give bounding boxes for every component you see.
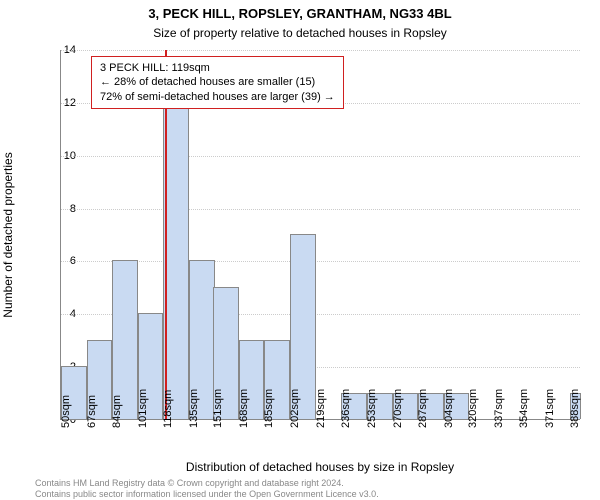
x-tick: 236sqm	[340, 389, 352, 428]
x-tick: 253sqm	[366, 389, 378, 428]
info-line-1: 3 PECK HILL: 119sqm	[100, 61, 335, 75]
x-tick: 320sqm	[467, 389, 479, 428]
x-tick: 371sqm	[544, 389, 556, 428]
x-tick: 354sqm	[518, 389, 530, 428]
chart-title-main: 3, PECK HILL, ROPSLEY, GRANTHAM, NG33 4B…	[0, 6, 600, 21]
footer-line-1: Contains HM Land Registry data © Crown c…	[35, 478, 379, 489]
x-tick: 337sqm	[493, 389, 505, 428]
x-tick: 270sqm	[392, 389, 404, 428]
x-tick: 388sqm	[569, 389, 581, 428]
x-tick: 50sqm	[60, 395, 72, 428]
x-tick: 67sqm	[86, 395, 98, 428]
x-axis-label: Distribution of detached houses by size …	[60, 460, 580, 474]
x-tick: 118sqm	[162, 390, 174, 428]
x-tick: 84sqm	[111, 395, 123, 428]
x-tick: 101sqm	[137, 389, 149, 428]
info-line-2: ← 28% of detached houses are smaller (15…	[100, 75, 335, 89]
x-tick: 168sqm	[238, 389, 250, 428]
x-tick: 185sqm	[263, 389, 275, 428]
plot-area: 3 PECK HILL: 119sqm ← 28% of detached ho…	[60, 50, 580, 420]
x-tick: 287sqm	[417, 389, 429, 428]
footer-line-2: Contains public sector information licen…	[35, 489, 379, 500]
x-tick: 202sqm	[289, 389, 301, 428]
x-tick: 135sqm	[188, 389, 200, 428]
x-tick: 219sqm	[315, 389, 327, 428]
x-tick: 304sqm	[443, 389, 455, 428]
footer: Contains HM Land Registry data © Crown c…	[35, 478, 379, 500]
info-box: 3 PECK HILL: 119sqm ← 28% of detached ho…	[91, 56, 344, 109]
info-line-3: 72% of semi-detached houses are larger (…	[100, 90, 335, 104]
y-axis-label: Number of detached properties	[1, 152, 15, 317]
chart-title-sub: Size of property relative to detached ho…	[0, 26, 600, 40]
histogram-bar	[163, 75, 189, 419]
x-tick: 151sqm	[212, 389, 224, 428]
